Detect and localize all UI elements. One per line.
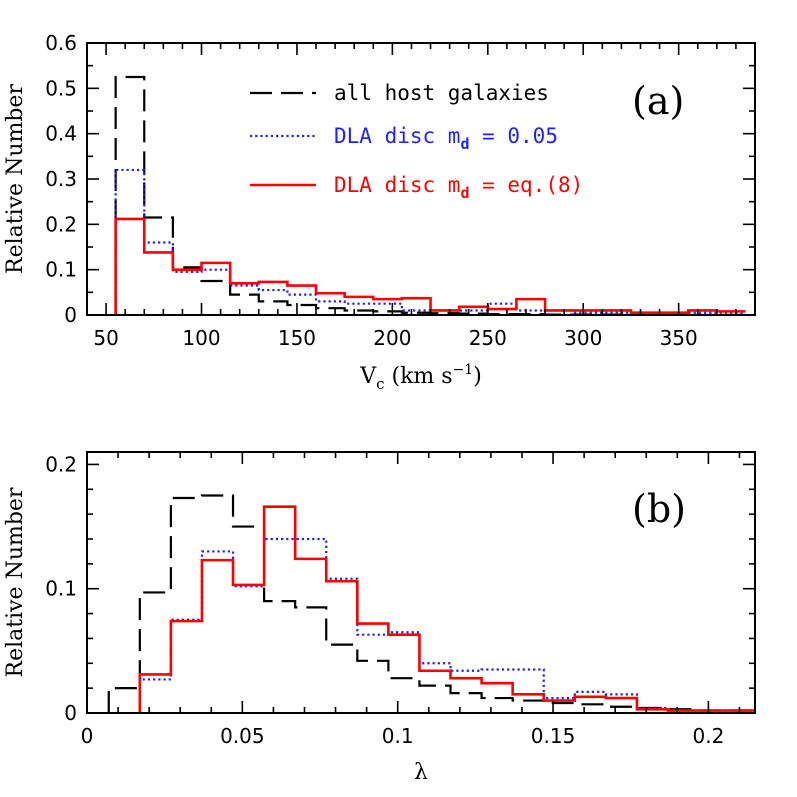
x-tick-label: 200	[373, 326, 411, 350]
y-tick-label: 0.2	[45, 452, 77, 476]
plot-frame	[86, 451, 756, 714]
panel-b-spin-histogram: 0 0.05 0.1 0.15 0.2 0 0.1 0.2 Relative Number λ (b…	[3, 451, 756, 785]
y-tick-label: 0.3	[45, 167, 77, 191]
y-tick-label: 0.2	[45, 212, 77, 236]
x-tick-label: 0	[81, 724, 94, 748]
x-tick-label: 350	[660, 326, 698, 350]
y-tick-label: 0.4	[45, 122, 77, 146]
y-tick-label: 0	[64, 303, 77, 327]
series-solid-histogram	[114, 217, 746, 315]
legend-entry: DLA disc md = eq.(8)	[334, 173, 583, 202]
x-tick-label: 250	[469, 326, 507, 350]
legend-entry: DLA disc md = 0.05	[334, 124, 558, 153]
x-tick-label: 50	[93, 326, 118, 350]
series-dashed-histogram	[107, 494, 755, 713]
x-tick-label: 0.1	[382, 724, 414, 748]
panel-tag: (b)	[632, 487, 686, 531]
series-dotted-histogram	[138, 537, 755, 713]
x-axis-label: Vc (km s−1)	[359, 362, 482, 393]
y-tick-label: 0.1	[45, 258, 77, 282]
series-solid-histogram	[138, 505, 755, 713]
y-tick-label: 0	[64, 701, 77, 725]
y-tick-label: 0.1	[45, 577, 77, 601]
x-tick-label: 0.05	[220, 724, 265, 748]
panel-a-velocity-histogram: 50 100 150 200 250 300 350 0 0.1 0.2 0.3 0.4 0.5 0.6 R…	[3, 31, 756, 393]
panel-tag: (a)	[632, 79, 684, 123]
y-tick-label: 0.6	[45, 31, 77, 55]
y-axis-label: Relative Number	[3, 487, 28, 677]
x-tick-label: 0.15	[531, 724, 576, 748]
y-tick-label: 0.5	[45, 76, 77, 100]
x-tick-label: 150	[278, 326, 316, 350]
x-tick-label: 100	[182, 326, 220, 350]
x-axis-label: λ	[414, 760, 428, 785]
legend-entry: all host galaxies	[334, 81, 549, 105]
series-dotted-histogram	[114, 168, 746, 315]
y-axis-label: Relative Number	[3, 84, 28, 274]
x-tick-label: 0.2	[692, 724, 724, 748]
x-tick-label: 300	[564, 326, 602, 350]
